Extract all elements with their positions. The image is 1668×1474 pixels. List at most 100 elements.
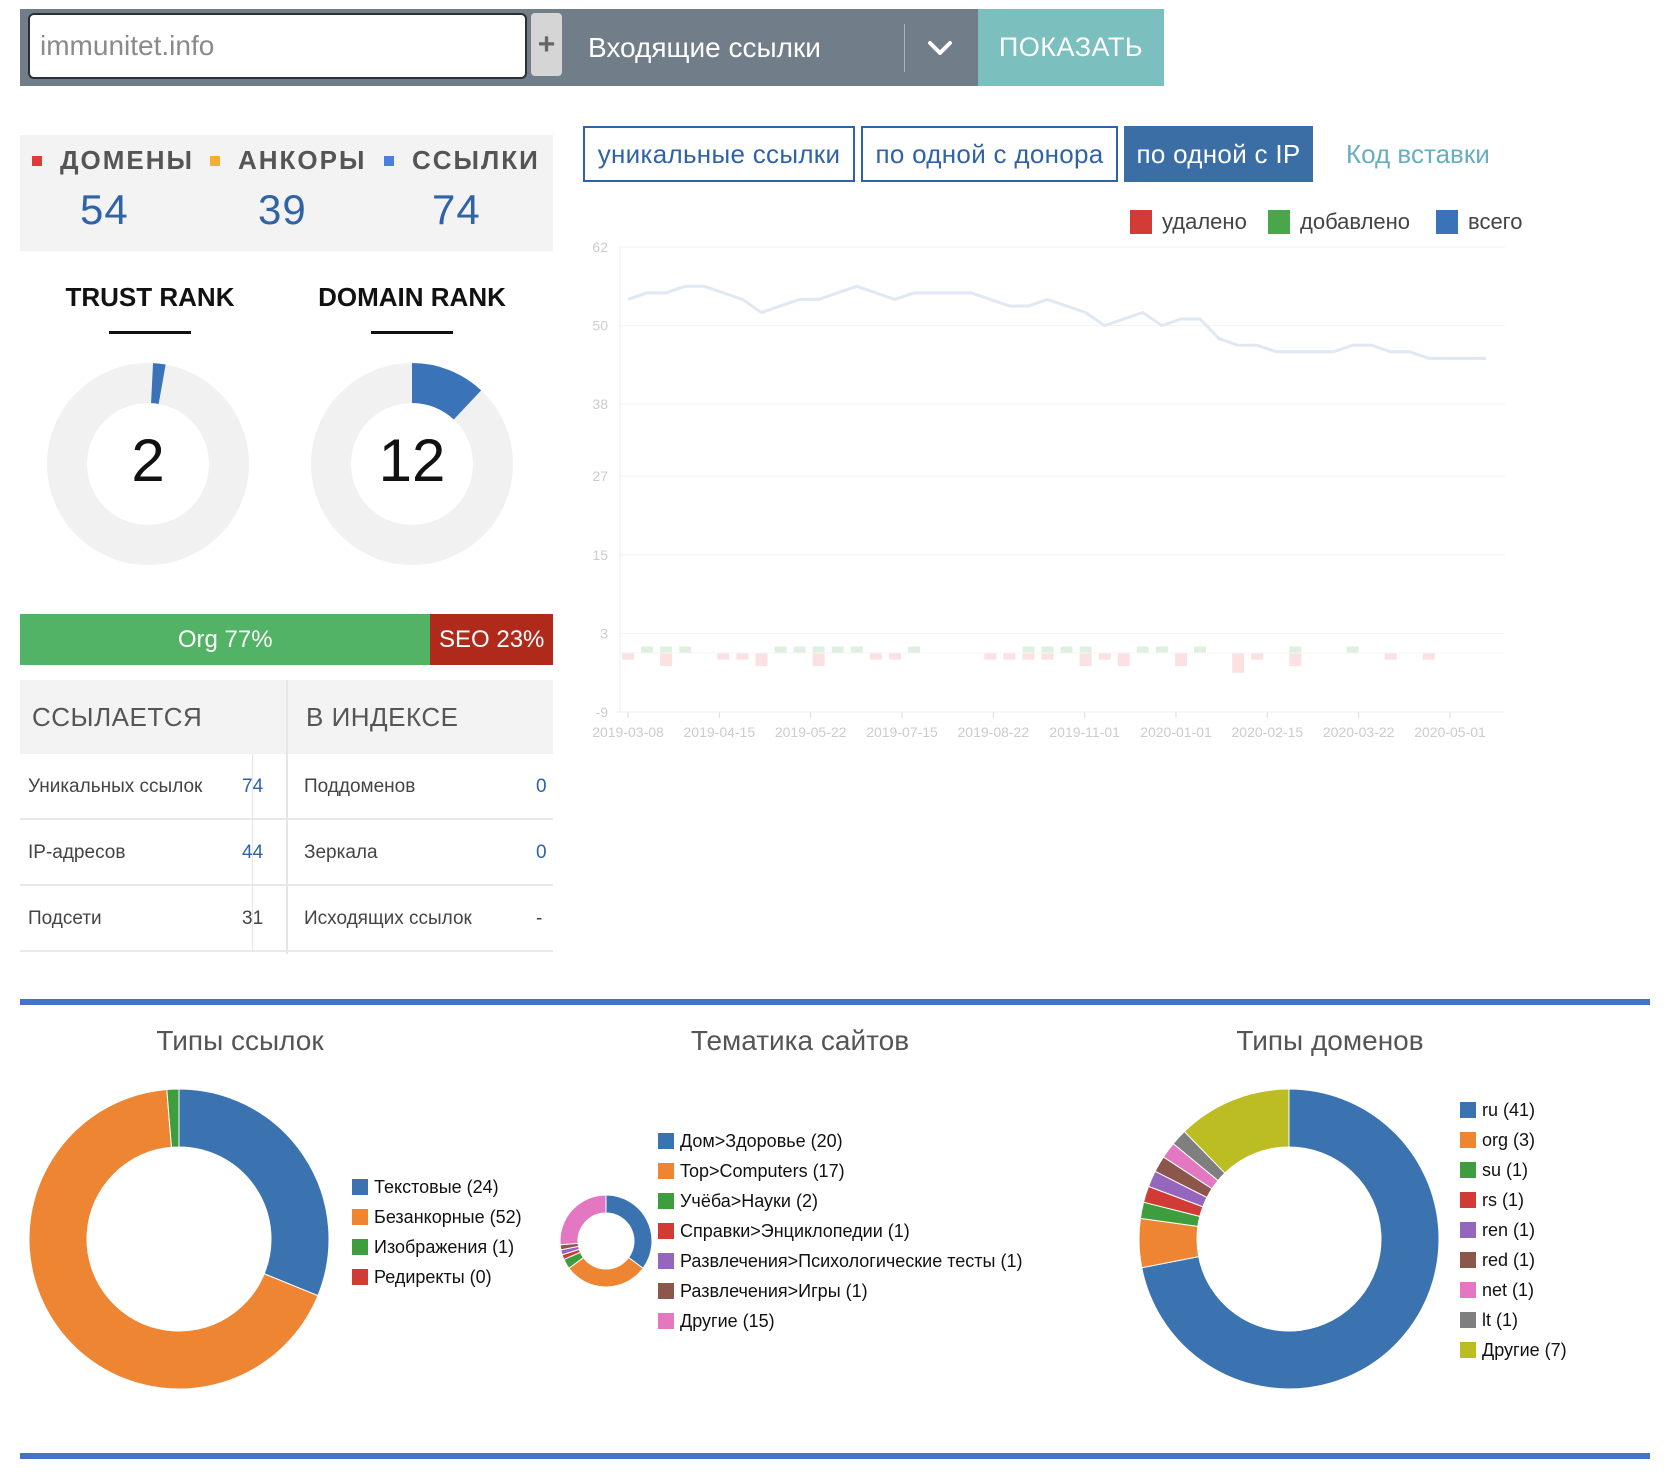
subdomains-value[interactable]: 0 <box>536 776 547 797</box>
domain-types-legend-item[interactable]: ren (1) <box>1460 1215 1567 1245</box>
added-bar[interactable] <box>831 646 844 654</box>
site-topics-title: Тематика сайтов <box>690 1025 910 1056</box>
chevron-down-icon[interactable] <box>905 39 975 57</box>
legend-total-swatch <box>1436 210 1458 234</box>
embed-code-link[interactable]: Код вставки <box>1346 138 1490 169</box>
added-bar[interactable] <box>641 646 654 654</box>
removed-bar[interactable] <box>717 653 730 660</box>
site-topics-legend-item[interactable]: Учёба>Науки (2) <box>658 1186 1022 1216</box>
added-bar[interactable] <box>1194 646 1206 654</box>
add-domain-button[interactable]: + <box>531 13 562 76</box>
link-types-legend-item[interactable]: Текстовые (24) <box>352 1172 522 1202</box>
removed-bar[interactable] <box>1003 653 1016 660</box>
site-topics-legend-item[interactable]: Развлечения>Игры (1) <box>658 1276 1022 1306</box>
tab-per-donor[interactable]: по одной с донора <box>861 126 1118 182</box>
mirrors-value[interactable]: 0 <box>536 842 547 863</box>
domain-types-legend-swatch <box>1460 1282 1476 1298</box>
removed-bar[interactable] <box>1232 653 1245 673</box>
domain-types-legend-item[interactable]: su (1) <box>1460 1155 1567 1185</box>
site-topics-legend-item[interactable]: Дом>Здоровье (20) <box>658 1126 1022 1156</box>
domain-types-slice[interactable] <box>1141 1088 1440 1390</box>
removed-bar[interactable] <box>622 653 634 660</box>
removed-bar[interactable] <box>888 653 901 660</box>
link-types-legend-item[interactable]: Безанкорные (52) <box>352 1202 522 1232</box>
domain-types-legend-label: su (1) <box>1482 1159 1529 1180</box>
domain-types-slice[interactable] <box>1183 1088 1290 1174</box>
removed-bar[interactable] <box>736 653 749 660</box>
added-bar[interactable] <box>908 646 920 654</box>
site-topics-legend-item[interactable]: Развлечения>Психологические тесты (1) <box>658 1246 1022 1276</box>
domain-types-legend-item[interactable]: lt (1) <box>1460 1305 1567 1335</box>
removed-bar[interactable] <box>660 653 673 667</box>
trust-rank-value: 2 <box>131 427 165 494</box>
site-topics-slice[interactable] <box>605 1194 653 1269</box>
domain-types-legend-item[interactable]: red (1) <box>1460 1245 1567 1275</box>
removed-bar[interactable] <box>755 653 768 667</box>
site-topics-legend-item[interactable]: Справки>Энциклопедии (1) <box>658 1216 1022 1246</box>
domain-types-legend-item[interactable]: ru (41) <box>1460 1095 1567 1125</box>
added-bar[interactable] <box>1060 646 1073 654</box>
removed-bar[interactable] <box>1098 653 1111 660</box>
link-types-legend-item[interactable]: Изображения (1) <box>352 1232 522 1262</box>
x-tick-label: 2019-11-01 <box>1049 724 1120 740</box>
link-types-legend-swatch <box>352 1269 368 1285</box>
y-tick-label: 50 <box>592 318 608 334</box>
tab-per-ip[interactable]: по одной с IP <box>1124 126 1313 182</box>
domain-types-legend-item[interactable]: rs (1) <box>1460 1185 1567 1215</box>
domain-types-legend-label: net (1) <box>1482 1279 1535 1300</box>
added-bar[interactable] <box>1022 646 1035 654</box>
added-bar[interactable] <box>774 646 787 654</box>
removed-bar[interactable] <box>1289 653 1302 667</box>
added-bar[interactable] <box>679 646 692 654</box>
domain-types-legend-item[interactable]: Другие (7) <box>1460 1335 1567 1365</box>
link-types-slice[interactable] <box>28 1088 319 1390</box>
site-topics-legend-item[interactable]: Top>Computers (17) <box>658 1156 1022 1186</box>
site-topics-legend-item[interactable]: Другие (15) <box>658 1306 1022 1336</box>
removed-bar[interactable] <box>869 653 882 660</box>
x-tick-label: 2019-07-15 <box>866 724 938 740</box>
added-bar[interactable] <box>793 646 806 654</box>
link-types-legend-item[interactable]: Редиректы (0) <box>352 1262 522 1292</box>
domain-rank-gauge <box>311 363 513 565</box>
removed-bar[interactable] <box>1079 653 1092 667</box>
removed-bar[interactable] <box>1041 653 1054 660</box>
legend-total[interactable]: всего <box>1436 209 1522 235</box>
link-types-slice[interactable] <box>178 1088 330 1297</box>
domain-types-legend-item[interactable]: net (1) <box>1460 1275 1567 1305</box>
removed-bar[interactable] <box>1422 653 1435 660</box>
removed-bar[interactable] <box>1022 653 1035 660</box>
added-bar[interactable] <box>1346 646 1359 654</box>
removed-bar[interactable] <box>812 653 825 667</box>
legend-removed[interactable]: удалено <box>1130 209 1247 235</box>
removed-bar[interactable] <box>1117 653 1130 667</box>
link-types-slice[interactable] <box>166 1088 180 1148</box>
counter-domains[interactable]: ДОМЕНЫ 54 <box>32 145 194 234</box>
added-bar[interactable] <box>1079 646 1092 654</box>
added-bar[interactable] <box>1136 646 1149 654</box>
added-bar[interactable] <box>1289 646 1302 654</box>
site-topics-legend-label: Развлечения>Психологические тесты (1) <box>680 1250 1023 1271</box>
site-topics-slice[interactable] <box>568 1256 644 1288</box>
added-bar[interactable] <box>660 646 673 654</box>
report-type-select[interactable]: Входящие ссылки <box>570 9 975 86</box>
link-types-legend-label: Безанкорные (52) <box>374 1206 522 1227</box>
domain-input[interactable]: immunitet.info <box>28 13 527 79</box>
counter-links[interactable]: ССЫЛКИ 74 <box>384 145 540 234</box>
added-bar[interactable] <box>812 646 825 654</box>
domain-types-legend-item[interactable]: org (3) <box>1460 1125 1567 1155</box>
ip-addresses-label: IP-адресов <box>28 842 126 863</box>
added-bar[interactable] <box>850 646 863 654</box>
removed-bar[interactable] <box>1174 653 1187 667</box>
y-tick-label: 3 <box>600 625 608 641</box>
removed-bar[interactable] <box>984 653 997 660</box>
show-button[interactable]: ПОКАЗАТЬ <box>978 9 1164 86</box>
removed-bar[interactable] <box>1384 653 1397 660</box>
legend-added[interactable]: добавлено <box>1268 209 1410 235</box>
domain-types-legend-label: red (1) <box>1482 1249 1536 1270</box>
tab-unique-links[interactable]: уникальные ссылки <box>583 126 855 182</box>
added-bar[interactable] <box>1041 646 1054 654</box>
removed-bar[interactable] <box>1251 653 1264 660</box>
site-topics-slice[interactable] <box>559 1194 607 1246</box>
added-bar[interactable] <box>1155 646 1168 654</box>
counter-anchors[interactable]: АНКОРЫ 39 <box>210 145 366 234</box>
